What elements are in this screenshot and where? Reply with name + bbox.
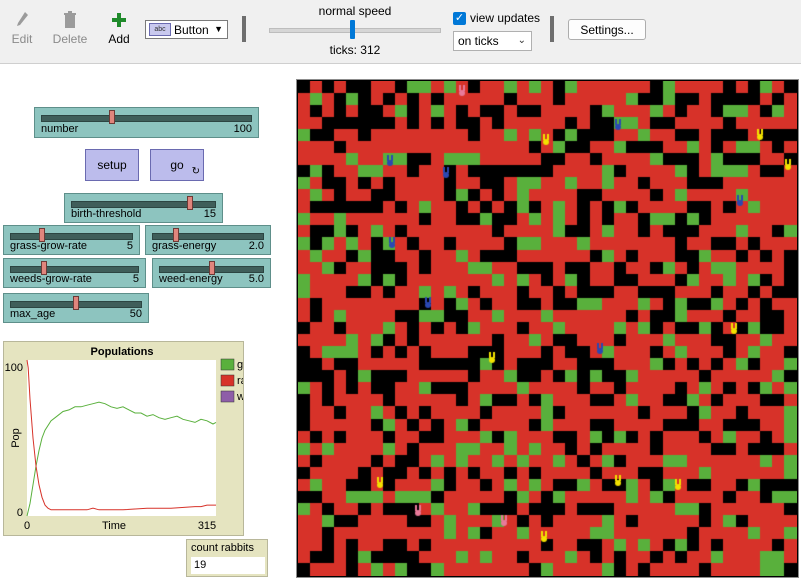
pencil-icon (0, 8, 44, 32)
slider-value: 50 (129, 308, 142, 320)
view-updates-checkbox[interactable]: ✓ (453, 12, 466, 25)
y-tick-label-max: 100 (5, 362, 23, 374)
legend-label-grass: grass (237, 359, 243, 371)
plot-area (27, 360, 216, 516)
slider-value: 5.0 (248, 273, 264, 285)
x-tick-label-max: 315 (198, 520, 216, 532)
plot-canvas: Populations 100 0 0 315 Time Pop grass r… (5, 346, 243, 532)
slider-track (41, 115, 252, 122)
slider-label: number (41, 123, 79, 135)
view-updates-label: view updates (470, 11, 541, 25)
legend-label-weeds: weeds (236, 391, 243, 403)
populations-plot: Populations 100 0 0 315 Time Pop grass r… (3, 341, 244, 536)
slider-value: 100 (233, 123, 252, 135)
slider-value: 15 (203, 208, 216, 220)
go-label: go (170, 158, 184, 172)
slider-track (152, 233, 264, 240)
slider-label: max_age (10, 308, 56, 320)
chevron-down-icon: ⌄ (517, 35, 526, 46)
slider-thumb[interactable] (109, 110, 116, 124)
edit-button[interactable]: Edit (0, 8, 44, 46)
slider-track (71, 201, 216, 208)
number-slider[interactable]: number 100 (34, 107, 259, 138)
slider-thumb[interactable] (173, 228, 180, 242)
grass-energy-slider[interactable]: grass-energy 2.0 (145, 225, 271, 255)
weeds-grow-rate-slider[interactable]: weeds-grow-rate 5 (3, 258, 146, 288)
delete-button[interactable]: Delete (48, 8, 92, 46)
legend-swatch-rabbits (220, 374, 235, 387)
speed-label: normal speed (318, 4, 392, 18)
slider-thumb[interactable] (40, 261, 47, 275)
slider-value: 2.0 (248, 240, 264, 252)
world-view[interactable] (296, 79, 799, 578)
update-mode-value: on ticks (458, 34, 499, 48)
forever-icon: ↻ (191, 166, 200, 177)
slider-thumb[interactable] (39, 228, 46, 242)
speed-slider[interactable] (269, 28, 441, 33)
separator-handle-2 (550, 16, 554, 42)
slider-value: 5 (132, 273, 139, 285)
widget-button-icon: abc (149, 23, 171, 36)
toolbar: Edit Delete Add abc Button ▼ normal spee… (0, 0, 801, 64)
max-age-slider[interactable]: max_age 50 (3, 293, 149, 323)
delete-label: Delete (52, 32, 88, 46)
plot-title: Populations (91, 346, 154, 358)
legend-label-rabbits: rabbits (237, 375, 243, 387)
world-canvas[interactable] (298, 81, 797, 576)
add-button[interactable]: Add (97, 8, 141, 46)
separator-handle (242, 16, 246, 42)
slider-label: weed-energy (159, 273, 223, 285)
series-line-grass (26, 401, 217, 517)
plus-icon (97, 8, 141, 32)
legend-swatch-grass (220, 358, 235, 371)
monitor-value: 19 (191, 557, 265, 574)
x-axis-label: Time (102, 520, 126, 532)
monitor-label: count rabbits (191, 542, 254, 554)
widget-type-value: Button (174, 22, 209, 37)
legend-swatch-weeds (220, 390, 235, 403)
slider-thumb[interactable] (186, 196, 193, 210)
weed-energy-slider[interactable]: weed-energy 5.0 (152, 258, 271, 288)
ticks-counter: ticks: 312 (329, 43, 381, 57)
y-axis-label: Pop (10, 428, 22, 448)
go-button[interactable]: go ↻ (150, 149, 204, 181)
edit-label: Edit (11, 32, 33, 46)
slider-track (10, 233, 133, 240)
y-tick-label-min: 0 (17, 507, 23, 519)
update-mode-select[interactable]: on ticks ⌄ (453, 31, 532, 51)
series-line-rabbits (26, 359, 216, 511)
settings-button[interactable]: Settings... (568, 19, 646, 40)
widget-type-select[interactable]: abc Button ▼ (145, 20, 228, 39)
trash-icon (48, 8, 92, 32)
count-rabbits-monitor: count rabbits 19 (186, 539, 268, 577)
x-tick-label-min: 0 (24, 520, 30, 532)
add-label: Add (108, 32, 130, 46)
slider-track (10, 266, 139, 273)
setup-label: setup (97, 158, 127, 172)
speed-slider-thumb[interactable] (350, 20, 355, 39)
slider-value: 5 (126, 240, 133, 252)
grass-grow-rate-slider[interactable]: grass-grow-rate 5 (3, 225, 140, 255)
dropdown-arrow-icon: ▼ (214, 24, 223, 34)
setup-button[interactable]: setup (85, 149, 139, 181)
slider-label: birth-threshold (71, 208, 142, 220)
slider-label: grass-energy (152, 240, 217, 252)
slider-thumb[interactable] (73, 296, 79, 310)
slider-thumb[interactable] (208, 261, 215, 275)
checkmark-icon: ✓ (454, 12, 465, 24)
slider-label: weeds-grow-rate (10, 273, 92, 285)
slider-label: grass-grow-rate (10, 240, 88, 252)
birth-threshold-slider[interactable]: birth-threshold 15 (64, 193, 223, 223)
